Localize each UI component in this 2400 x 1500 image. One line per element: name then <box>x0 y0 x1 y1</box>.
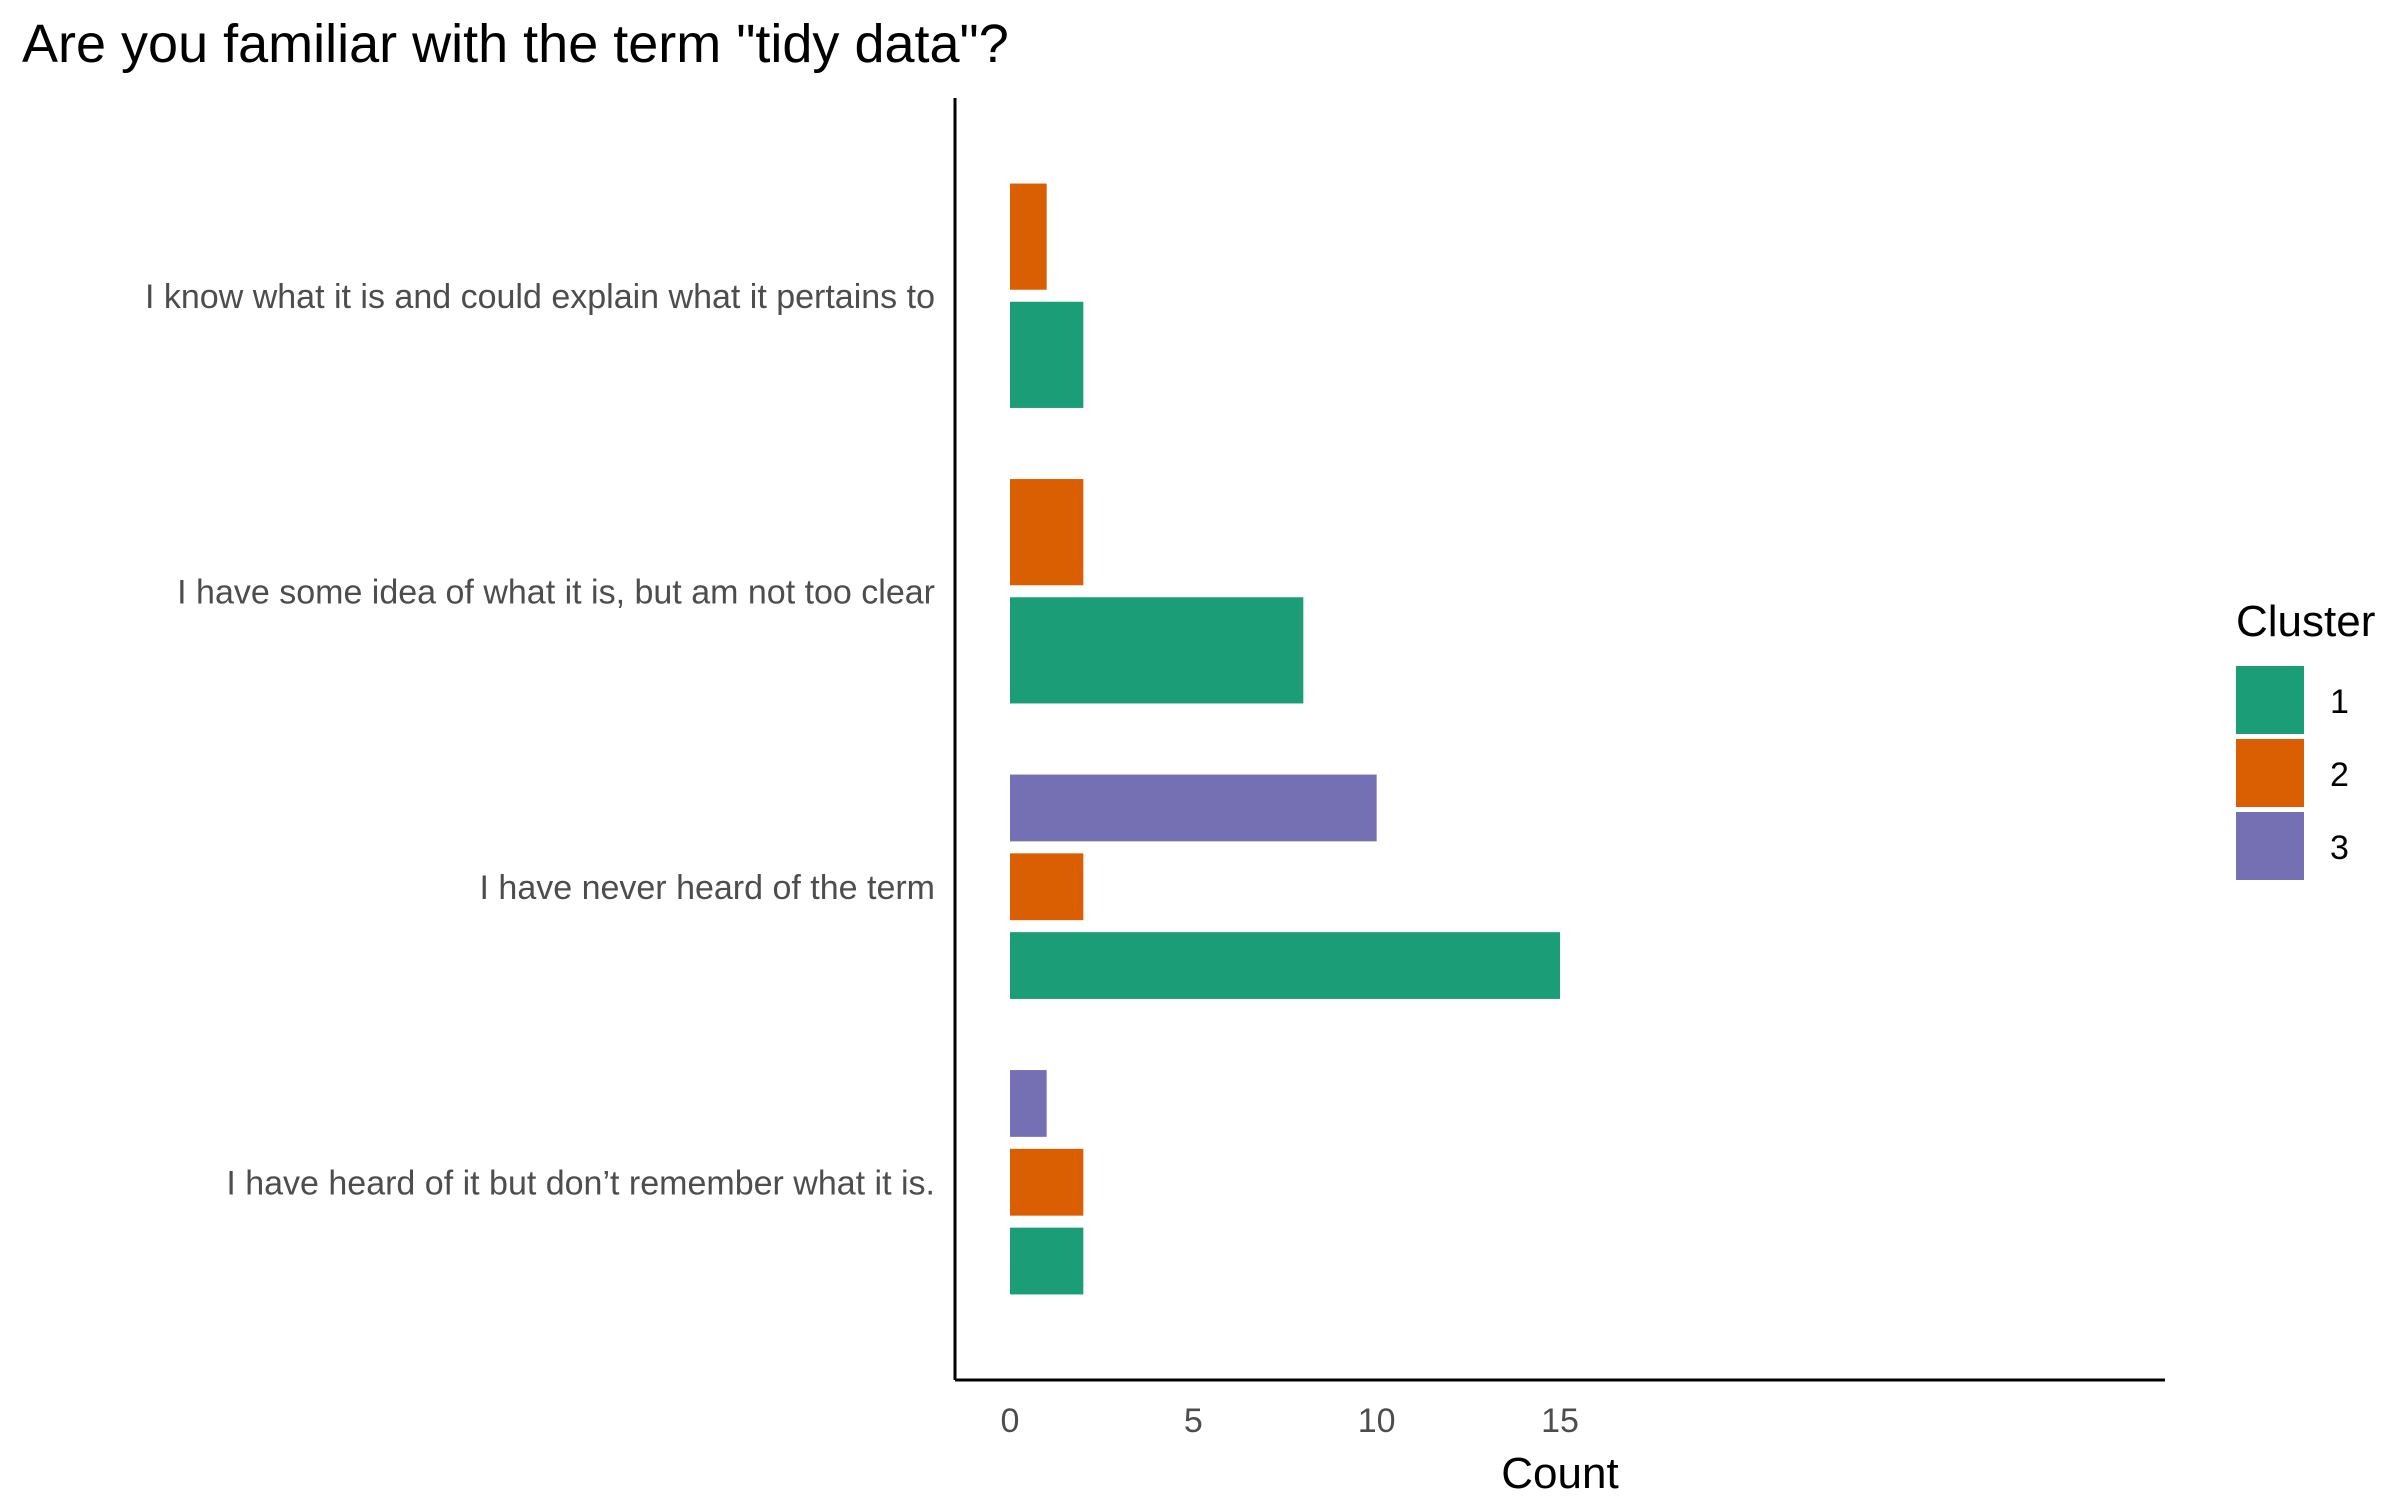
bars-group <box>1010 183 1560 1295</box>
legend-label-3: 3 <box>2330 829 2349 867</box>
bar-cluster-1-cat-2 <box>1010 597 1304 704</box>
x-tick-label: 5 <box>1184 1402 1203 1440</box>
bar-cluster-3-cat-3 <box>1010 774 1377 842</box>
x-axis-title: Count <box>1501 1449 1618 1498</box>
chart-title: Are you familiar with the term "tidy dat… <box>22 14 1009 74</box>
bar-cluster-3-cat-4 <box>1010 1070 1047 1137</box>
bar-cluster-2-cat-3 <box>1010 853 1084 921</box>
bar-cluster-1-cat-4 <box>1010 1227 1084 1295</box>
category-labels: I know what it is and could explain what… <box>145 278 935 1203</box>
legend-swatch-2 <box>2236 739 2304 807</box>
bar-cluster-2-cat-4 <box>1010 1148 1084 1216</box>
legend: 1 2 3 <box>2236 666 2349 880</box>
legend-swatch-1 <box>2236 666 2304 734</box>
x-ticks: 0 5 10 15 <box>1001 1402 1579 1440</box>
legend-swatch-3 <box>2236 812 2304 880</box>
bar-cluster-2-cat-2 <box>1010 479 1084 586</box>
bar-cluster-1-cat-3 <box>1010 932 1560 999</box>
x-tick-label: 15 <box>1541 1402 1579 1440</box>
bar-cluster-1-cat-1 <box>1010 301 1084 408</box>
bar-cluster-2-cat-1 <box>1010 183 1047 290</box>
legend-title: Cluster <box>2236 597 2375 646</box>
category-label: I have some idea of what it is, but am n… <box>177 573 935 611</box>
legend-label-2: 2 <box>2330 756 2349 794</box>
category-label: I have heard of it but don’t remember wh… <box>226 1164 935 1202</box>
x-tick-label: 10 <box>1358 1402 1396 1440</box>
category-label: I know what it is and could explain what… <box>145 278 935 316</box>
category-label: I have never heard of the term <box>480 869 935 907</box>
legend-label-1: 1 <box>2330 683 2349 721</box>
x-tick-label: 0 <box>1001 1402 1020 1440</box>
